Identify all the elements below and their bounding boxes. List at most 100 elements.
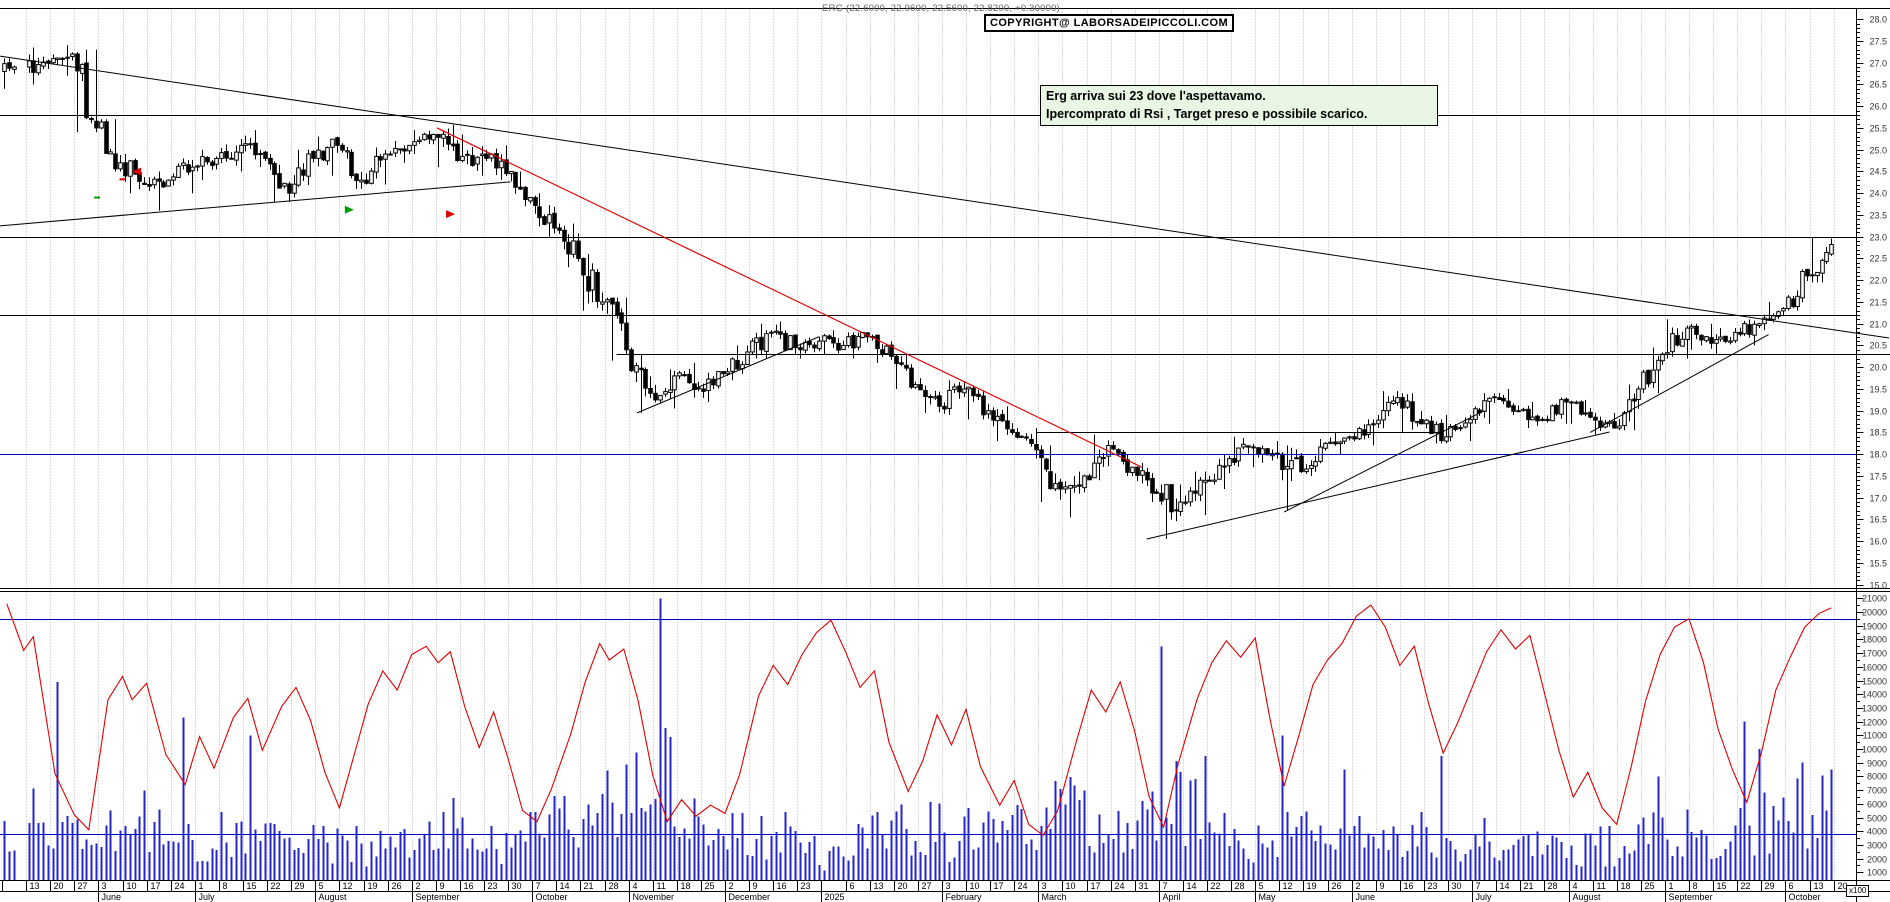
volume-bar: [1628, 853, 1631, 880]
day-label: 15: [247, 881, 257, 891]
candle-body: [533, 197, 538, 206]
grid-lines: [26, 9, 1835, 880]
candle-body: [1323, 442, 1328, 449]
trend-lines: [0, 55, 1890, 540]
candle-body: [402, 148, 407, 152]
day-label: 1: [199, 881, 204, 891]
candle-body: [1559, 399, 1564, 415]
candle-body: [1424, 419, 1429, 425]
candle-body: [624, 322, 629, 351]
candle-body: [971, 387, 976, 397]
candle-body: [1251, 446, 1256, 449]
volume-bar: [1416, 846, 1419, 880]
candle-body: [1617, 425, 1622, 429]
candle-body: [615, 301, 620, 315]
candle-body: [171, 176, 176, 181]
volume-bar: [1801, 762, 1804, 880]
volume-bar: [591, 825, 594, 880]
candle-body: [306, 153, 311, 177]
day-label: 26: [1332, 881, 1342, 891]
volume-bar: [553, 796, 556, 880]
day-label: 2: [416, 881, 421, 891]
volume-bar: [987, 811, 990, 880]
price-tick-label: 25.5: [1869, 124, 1887, 134]
day-label: 7: [536, 881, 541, 891]
volume-bar: [302, 852, 305, 880]
volume-bar: [1112, 839, 1115, 880]
volume-bar: [389, 836, 392, 880]
candle-body: [1048, 471, 1053, 490]
volume-bar: [784, 811, 787, 880]
candle-body: [446, 135, 451, 145]
candle-body: [909, 367, 914, 388]
volume-bar: [505, 832, 508, 880]
candle-body: [292, 183, 297, 194]
volume-bar: [1334, 849, 1337, 880]
month-label: July: [1476, 892, 1493, 902]
volume-bar: [211, 848, 214, 880]
day-label: 3: [102, 881, 107, 891]
volume-bar: [1228, 846, 1231, 880]
volume-bar: [1724, 848, 1727, 880]
candle-body: [301, 169, 306, 176]
candle-body: [1154, 491, 1159, 494]
volume-bar: [1093, 852, 1096, 880]
candle-body: [1641, 371, 1646, 390]
volume-bar: [1787, 821, 1790, 880]
price-tick-label: 26.0: [1869, 102, 1887, 112]
day-label: 25: [1645, 881, 1655, 891]
candle-body: [1260, 448, 1265, 455]
candle-body: [590, 269, 595, 291]
volume-bar: [1517, 839, 1520, 880]
volume-bar: [283, 838, 286, 880]
volume-bar: [423, 834, 426, 880]
day-label: 24: [1115, 881, 1125, 891]
volume-bar: [702, 824, 705, 880]
candle-body: [750, 340, 755, 353]
trend-rising-wedge-support-2024: [0, 181, 511, 227]
month-label: April: [1163, 892, 1181, 902]
volume-bar: [861, 827, 864, 880]
volume-bar: [365, 866, 368, 880]
volume-bar: [1825, 810, 1828, 880]
volume-bar: [1131, 849, 1134, 880]
volume-bar: [910, 855, 913, 880]
candle-body: [1116, 449, 1121, 454]
candle-body: [224, 151, 229, 159]
candle-body: [643, 368, 648, 389]
volume-bar: [1290, 836, 1293, 880]
price-tick-label: 23.0: [1869, 233, 1887, 243]
candle-body: [1198, 479, 1203, 496]
day-label: 2: [729, 881, 734, 891]
candle-body: [1087, 475, 1092, 481]
candle-body: [1395, 397, 1400, 404]
day-label: 15: [1717, 881, 1727, 891]
candle-body: [1082, 475, 1087, 489]
volume-bar: [1184, 845, 1187, 880]
candle-body: [648, 387, 653, 394]
candle-body: [494, 153, 499, 169]
volume-bar: [1830, 769, 1833, 880]
candle-body: [918, 384, 923, 391]
day-label: 24: [175, 881, 185, 891]
month-label: September: [416, 892, 460, 902]
volume-bar: [1020, 808, 1023, 880]
volume-bar: [1392, 826, 1395, 880]
candle-body: [937, 395, 942, 407]
candle-body: [552, 212, 557, 229]
candle-body: [364, 179, 369, 184]
volume-bar: [654, 799, 657, 880]
candle-body: [1140, 470, 1145, 476]
volume-bar: [832, 846, 835, 880]
candle-body: [1429, 420, 1434, 434]
volume-bar: [885, 848, 888, 880]
volume-bar: [1705, 835, 1708, 880]
day-label: 3: [1042, 881, 1047, 891]
candle-body: [1019, 435, 1024, 438]
price-tick-label: 15.0: [1869, 581, 1887, 591]
volume-bar: [722, 835, 725, 880]
price-tick-label: 26.5: [1869, 80, 1887, 90]
volume-bar: [606, 770, 609, 880]
candle-body: [778, 331, 783, 335]
volume-bar: [1806, 848, 1809, 880]
